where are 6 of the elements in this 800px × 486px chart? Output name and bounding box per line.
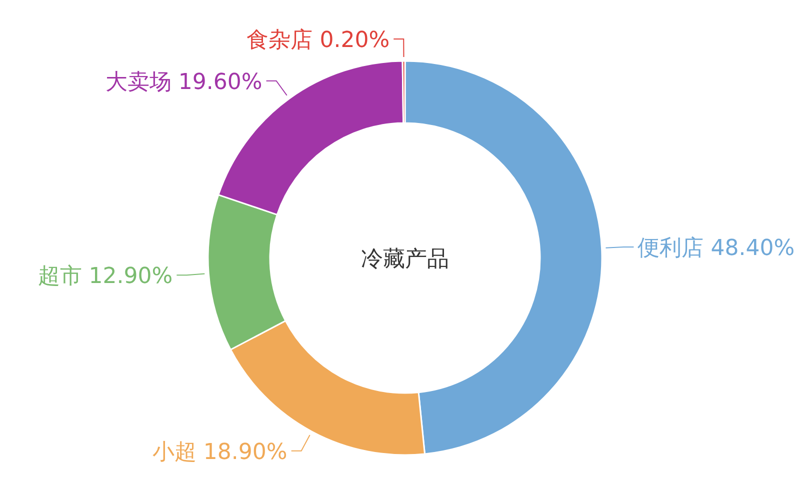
slice-label: 便利店 48.40% — [638, 236, 795, 261]
slice-label: 大卖场 19.60% — [105, 70, 262, 95]
slice-label: 食杂店 0.20% — [246, 28, 390, 54]
slice-label: 小超 18.90% — [152, 440, 288, 465]
slice-label: 超市 12.90% — [38, 264, 173, 290]
text: 冷藏产品 — [361, 247, 449, 272]
